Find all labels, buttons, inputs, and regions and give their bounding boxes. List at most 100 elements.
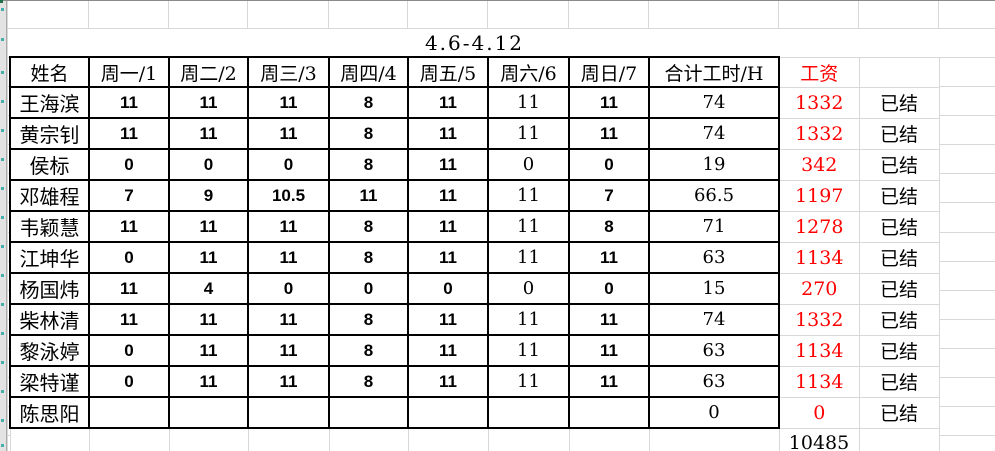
grand-total-cell[interactable]: 10485	[778, 427, 860, 451]
day-cell[interactable]: 11	[487, 303, 570, 336]
wage-cell[interactable]: 0	[778, 396, 860, 429]
day-cell[interactable]: 8	[328, 303, 409, 336]
day-cell[interactable]: 11	[247, 303, 330, 336]
day-cell[interactable]	[168, 396, 249, 429]
day-cell[interactable]: 0	[88, 365, 170, 398]
day-cell[interactable]: 11	[487, 241, 570, 274]
day-cell[interactable]: 11	[568, 303, 650, 336]
day-cell[interactable]: 11	[247, 241, 330, 274]
day-cell[interactable]: 0	[487, 148, 570, 181]
wage-cell[interactable]: 1134	[778, 241, 860, 274]
wage-cell[interactable]: 1278	[778, 210, 860, 243]
day-cell[interactable]: 11	[568, 86, 650, 119]
day-cell[interactable]: 11	[407, 334, 489, 367]
day-cell[interactable]: 8	[328, 210, 409, 243]
header-cell[interactable]: 周一/1	[88, 56, 170, 88]
wage-cell[interactable]: 1134	[778, 334, 860, 367]
status-header-cell[interactable]	[858, 56, 940, 88]
status-cell[interactable]: 已结	[858, 365, 940, 398]
day-cell[interactable]: 11	[407, 303, 489, 336]
day-cell[interactable]: 8	[568, 210, 650, 243]
day-cell[interactable]: 11	[88, 86, 170, 119]
name-cell[interactable]: 杨国炜	[9, 272, 90, 305]
day-cell[interactable]: 11	[568, 117, 650, 150]
day-cell[interactable]: 0	[407, 272, 489, 305]
status-cell[interactable]: 已结	[858, 396, 940, 429]
wage-cell[interactable]: 1134	[778, 365, 860, 398]
total-hours-cell[interactable]: 74	[648, 303, 780, 336]
day-cell[interactable]	[88, 396, 170, 429]
day-cell[interactable]: 11	[487, 365, 570, 398]
day-cell[interactable]: 0	[328, 272, 409, 305]
status-cell[interactable]: 已结	[858, 148, 940, 181]
day-cell[interactable]: 8	[328, 365, 409, 398]
day-cell[interactable]: 11	[407, 148, 489, 181]
total-hours-cell[interactable]: 63	[648, 365, 780, 398]
empty-cell[interactable]	[328, 427, 409, 451]
day-cell[interactable]: 11	[487, 179, 570, 212]
day-cell[interactable]: 11	[88, 117, 170, 150]
day-cell[interactable]: 9	[168, 179, 249, 212]
wage-cell[interactable]: 1332	[778, 86, 860, 119]
wage-cell[interactable]: 1332	[778, 303, 860, 336]
sheet-title-cell[interactable]: 4.6-4.12	[9, 28, 940, 57]
header-cell[interactable]: 周日/7	[568, 56, 650, 88]
day-cell[interactable]: 11	[88, 272, 170, 305]
day-cell[interactable]: 11	[247, 365, 330, 398]
day-cell[interactable]: 8	[328, 148, 409, 181]
total-hours-cell[interactable]: 74	[648, 86, 780, 119]
empty-cell[interactable]	[487, 427, 570, 451]
day-cell[interactable]	[328, 396, 409, 429]
empty-cell[interactable]	[88, 427, 170, 451]
day-cell[interactable]: 11	[168, 334, 249, 367]
status-cell[interactable]: 已结	[858, 303, 940, 336]
day-cell[interactable]: 11	[168, 210, 249, 243]
name-cell[interactable]: 邓雄程	[9, 179, 90, 212]
day-cell[interactable]: 11	[168, 303, 249, 336]
day-cell[interactable]: 11	[88, 210, 170, 243]
name-cell[interactable]: 王海滨	[9, 86, 90, 119]
name-cell[interactable]: 侯标	[9, 148, 90, 181]
wage-cell[interactable]: 1197	[778, 179, 860, 212]
total-hours-cell[interactable]: 74	[648, 117, 780, 150]
header-cell[interactable]: 姓名	[9, 56, 90, 88]
empty-cell[interactable]	[648, 427, 780, 451]
day-cell[interactable]: 0	[247, 272, 330, 305]
day-cell[interactable]: 11	[407, 86, 489, 119]
day-cell[interactable]: 0	[88, 148, 170, 181]
wage-cell[interactable]: 270	[778, 272, 860, 305]
name-cell[interactable]: 韦颖慧	[9, 210, 90, 243]
day-cell[interactable]: 10.5	[247, 179, 330, 212]
day-cell[interactable]: 11	[568, 241, 650, 274]
empty-cell[interactable]	[247, 427, 330, 451]
day-cell[interactable]: 11	[168, 117, 249, 150]
day-cell[interactable]: 11	[247, 210, 330, 243]
header-cell[interactable]: 周三/3	[247, 56, 330, 88]
day-cell[interactable]	[487, 396, 570, 429]
day-cell[interactable]: 0	[88, 241, 170, 274]
empty-cell[interactable]	[9, 427, 90, 451]
day-cell[interactable]: 11	[487, 117, 570, 150]
name-cell[interactable]: 黄宗钊	[9, 117, 90, 150]
day-cell[interactable]: 11	[168, 241, 249, 274]
day-cell[interactable]: 11	[168, 86, 249, 119]
empty-cell[interactable]	[407, 427, 489, 451]
name-cell[interactable]: 梁特谨	[9, 365, 90, 398]
day-cell[interactable]: 8	[328, 86, 409, 119]
header-cell[interactable]: 周二/2	[168, 56, 249, 88]
status-cell[interactable]: 已结	[858, 334, 940, 367]
day-cell[interactable]: 11	[487, 334, 570, 367]
day-cell[interactable]: 11	[407, 210, 489, 243]
header-cell[interactable]: 合计工时/H	[648, 56, 780, 88]
day-cell[interactable]: 11	[407, 179, 489, 212]
day-cell[interactable]: 0	[568, 148, 650, 181]
day-cell[interactable]: 11	[247, 86, 330, 119]
day-cell[interactable]: 11	[247, 117, 330, 150]
day-cell[interactable]: 11	[407, 117, 489, 150]
day-cell[interactable]: 4	[168, 272, 249, 305]
day-cell[interactable]: 0	[568, 272, 650, 305]
name-cell[interactable]: 黎泳婷	[9, 334, 90, 367]
total-hours-cell[interactable]: 71	[648, 210, 780, 243]
day-cell[interactable]: 0	[88, 334, 170, 367]
status-cell[interactable]: 已结	[858, 241, 940, 274]
